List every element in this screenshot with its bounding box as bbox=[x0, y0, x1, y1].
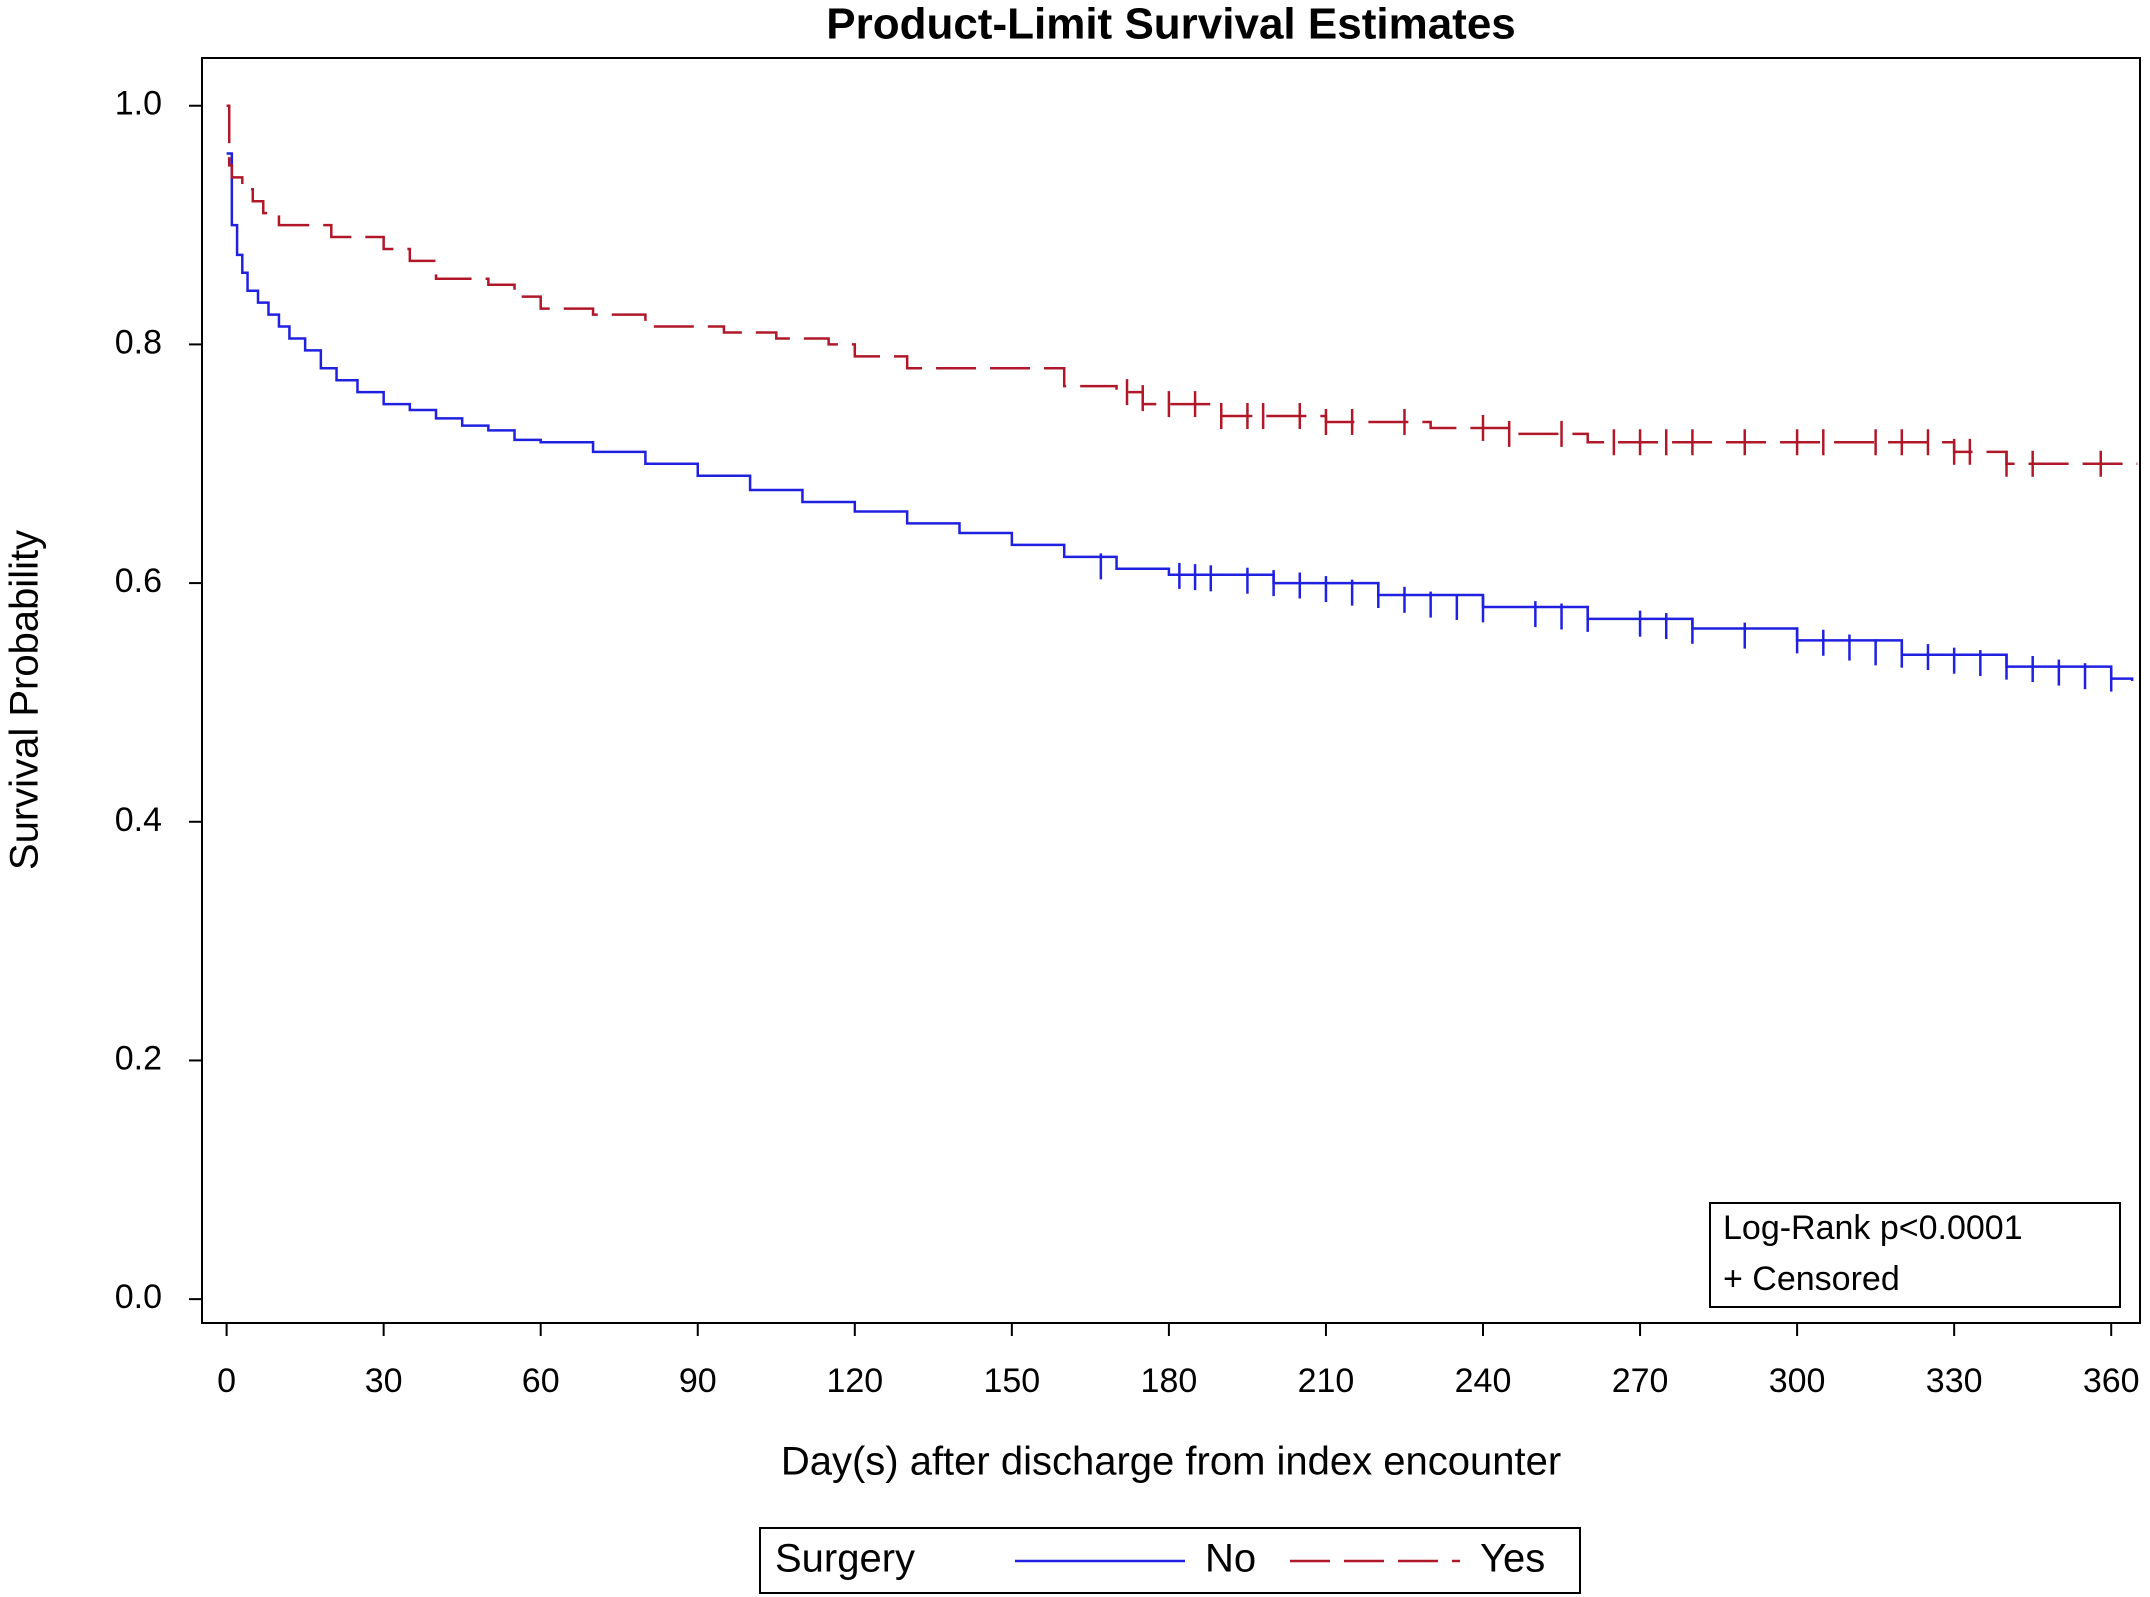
legend-label: No bbox=[1205, 1537, 1256, 1581]
annotation: Log-Rank p<0.0001 bbox=[1723, 1209, 2023, 1247]
legend-label: Yes bbox=[1480, 1537, 1545, 1581]
survival-line bbox=[226, 104, 2138, 466]
x-tick-label: 330 bbox=[1926, 1362, 1983, 1400]
x-tick-label: 120 bbox=[826, 1362, 883, 1400]
x-tick-label: 90 bbox=[679, 1362, 717, 1400]
x-tick-label: 30 bbox=[365, 1362, 403, 1400]
x-axis-label: Day(s) after discharge from index encoun… bbox=[781, 1440, 1561, 1484]
x-tick-label: 210 bbox=[1298, 1362, 1355, 1400]
y-tick-label: 0.0 bbox=[115, 1278, 162, 1316]
annotation: + Censored bbox=[1723, 1260, 1900, 1298]
y-tick-label: 0.6 bbox=[115, 562, 162, 600]
y-axis-label: Survival Probability bbox=[3, 530, 47, 870]
y-tick-label: 1.0 bbox=[115, 85, 162, 123]
y-tick-label: 0.8 bbox=[115, 323, 162, 361]
x-tick-label: 270 bbox=[1612, 1362, 1669, 1400]
x-tick-label: 180 bbox=[1141, 1362, 1198, 1400]
y-tick-label: 0.2 bbox=[115, 1039, 162, 1077]
x-tick-label: 150 bbox=[983, 1362, 1040, 1400]
x-tick-label: 240 bbox=[1455, 1362, 1512, 1400]
x-tick-label: 360 bbox=[2083, 1362, 2140, 1400]
chart-title: Product-Limit Survival Estimates bbox=[826, 0, 1516, 49]
inset-box bbox=[1709, 1202, 2121, 1308]
survival-line bbox=[226, 152, 2134, 681]
y-tick-label: 0.4 bbox=[115, 801, 162, 839]
x-tick-label: 300 bbox=[1769, 1362, 1826, 1400]
x-tick-label: 60 bbox=[522, 1362, 560, 1400]
legend-title: Surgery bbox=[775, 1537, 915, 1581]
x-tick-label: 0 bbox=[217, 1362, 236, 1400]
plot-frame bbox=[201, 57, 2141, 1324]
